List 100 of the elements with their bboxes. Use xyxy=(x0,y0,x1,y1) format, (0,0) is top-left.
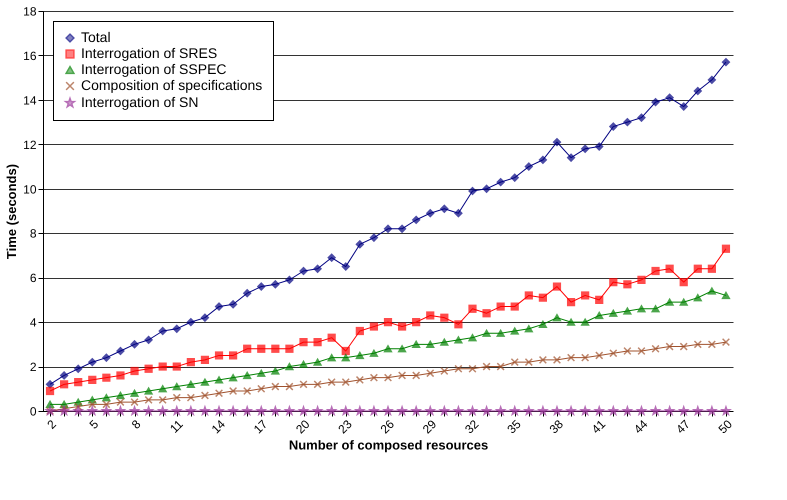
point xyxy=(384,224,392,233)
point xyxy=(370,350,378,357)
point xyxy=(370,374,378,382)
point xyxy=(595,296,604,304)
point xyxy=(524,358,533,366)
point xyxy=(454,320,463,328)
point xyxy=(637,276,646,284)
point xyxy=(214,376,224,384)
point xyxy=(384,374,392,382)
y-tick-label: 10 xyxy=(23,182,37,196)
point xyxy=(440,204,448,213)
x-tick-label: 23 xyxy=(335,416,355,436)
point xyxy=(496,178,505,186)
point xyxy=(680,102,688,111)
point xyxy=(285,382,294,391)
point xyxy=(398,322,406,331)
point xyxy=(581,144,590,153)
point xyxy=(271,280,280,288)
point xyxy=(694,86,702,96)
point xyxy=(46,400,54,408)
point xyxy=(271,344,280,353)
point xyxy=(130,406,140,416)
point xyxy=(666,342,674,351)
point xyxy=(581,354,590,362)
x-tick-label: 29 xyxy=(420,416,440,436)
x-tick-label: 44 xyxy=(631,416,651,436)
point xyxy=(60,371,68,380)
point xyxy=(510,358,519,366)
point xyxy=(243,372,252,380)
point xyxy=(284,406,294,416)
point xyxy=(538,356,547,364)
point xyxy=(510,327,519,335)
point xyxy=(722,58,730,66)
point xyxy=(356,376,364,384)
point xyxy=(186,394,195,402)
point xyxy=(229,374,238,382)
point xyxy=(130,390,139,397)
point xyxy=(257,370,266,377)
point xyxy=(609,122,618,131)
point xyxy=(722,338,730,346)
point xyxy=(496,330,505,337)
point xyxy=(581,291,590,300)
point xyxy=(229,351,238,360)
point xyxy=(172,394,181,402)
point xyxy=(200,406,210,416)
point xyxy=(88,358,96,366)
point xyxy=(313,264,322,273)
point xyxy=(552,138,562,146)
point xyxy=(384,345,392,352)
point xyxy=(566,318,576,326)
point xyxy=(298,406,308,416)
point xyxy=(440,314,448,322)
point xyxy=(116,371,125,380)
point xyxy=(116,406,126,416)
point xyxy=(650,406,660,416)
point xyxy=(172,324,181,333)
point xyxy=(595,312,604,320)
x-tick-label: 47 xyxy=(673,416,693,436)
point xyxy=(482,330,491,337)
point xyxy=(46,386,54,396)
point xyxy=(482,406,492,416)
y-tick-label: 4 xyxy=(30,316,37,330)
point xyxy=(566,154,576,162)
point xyxy=(468,334,477,342)
point xyxy=(623,118,632,126)
point xyxy=(130,366,139,376)
point xyxy=(637,114,646,122)
point xyxy=(243,289,252,298)
y-tick-label: 12 xyxy=(23,138,37,152)
point xyxy=(680,342,688,351)
point xyxy=(299,266,308,276)
x-tick-label: 35 xyxy=(504,416,524,436)
point xyxy=(651,266,660,276)
point xyxy=(426,340,434,348)
x-tick-label: 38 xyxy=(546,416,566,436)
point xyxy=(468,406,478,416)
point xyxy=(299,360,308,368)
point xyxy=(158,362,167,371)
point xyxy=(257,384,266,393)
point xyxy=(46,380,54,388)
point xyxy=(342,262,350,271)
point xyxy=(708,340,716,348)
point xyxy=(200,378,210,386)
point xyxy=(623,280,632,288)
point xyxy=(426,369,434,378)
point xyxy=(370,322,378,331)
point xyxy=(285,276,294,284)
y-tick-label: 8 xyxy=(30,226,37,241)
point xyxy=(538,320,547,328)
point xyxy=(313,338,322,346)
point xyxy=(552,356,562,364)
point xyxy=(412,340,420,348)
point xyxy=(651,98,660,106)
point xyxy=(144,336,153,344)
point xyxy=(102,374,110,382)
point xyxy=(342,346,350,356)
point xyxy=(398,345,406,352)
point xyxy=(721,406,731,416)
point xyxy=(412,371,420,380)
point xyxy=(708,264,716,273)
